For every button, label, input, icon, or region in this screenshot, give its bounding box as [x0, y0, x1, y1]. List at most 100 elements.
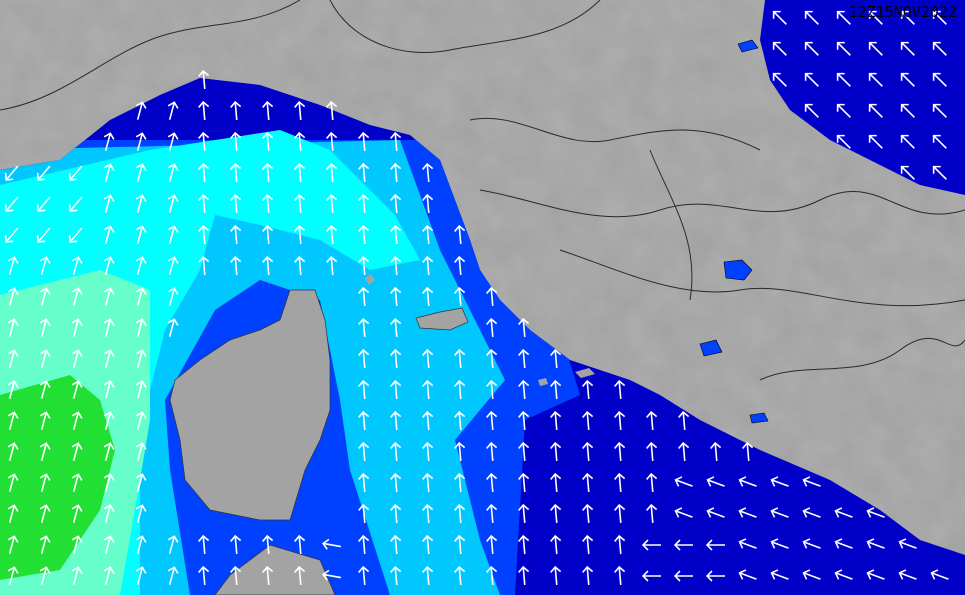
direction-arrow-icon: [422, 472, 434, 493]
direction-arrow-icon: [358, 317, 370, 338]
direction-arrow-icon: [262, 193, 274, 214]
direction-arrow-icon: [230, 565, 242, 586]
direction-arrow-icon: [900, 41, 915, 56]
direction-arrow-icon: [422, 379, 434, 400]
direction-arrow-icon: [68, 196, 83, 212]
direction-arrow-icon: [262, 534, 274, 555]
direction-arrow-icon: [486, 565, 498, 586]
direction-arrow-icon: [135, 225, 147, 244]
direction-arrow-icon: [836, 103, 851, 118]
direction-arrow-icon: [454, 565, 466, 586]
direction-arrow-icon: [614, 534, 626, 555]
direction-arrow-icon: [836, 134, 851, 149]
direction-arrow-icon: [390, 379, 402, 400]
direction-arrow-icon: [358, 534, 370, 555]
direction-arrow-icon: [674, 507, 693, 518]
direction-arrow-icon: [358, 162, 370, 183]
direction-arrow-icon: [454, 503, 466, 524]
direction-arrow-icon: [486, 286, 498, 307]
direction-arrow-icon: [167, 101, 179, 120]
direction-arrow-icon: [71, 287, 83, 306]
direction-arrow-icon: [39, 411, 51, 430]
direction-arrow-icon: [103, 225, 115, 244]
direction-arrow-icon: [678, 410, 690, 431]
direction-arrow-icon: [390, 286, 402, 307]
direction-arrow-icon: [103, 318, 115, 337]
direction-arrow-icon: [772, 72, 787, 87]
direction-arrow-icon: [705, 570, 725, 582]
direction-arrow-icon: [932, 165, 947, 180]
direction-arrow-icon: [390, 224, 402, 245]
direction-arrow-icon: [550, 441, 562, 462]
direction-arrow-icon: [390, 410, 402, 431]
direction-arrow-icon: [135, 535, 147, 554]
direction-arrow-icon: [230, 193, 242, 214]
direction-arrow-icon: [518, 472, 530, 493]
direction-arrow-icon: [71, 349, 83, 368]
direction-arrow-icon: [103, 287, 115, 306]
direction-arrow-icon: [103, 566, 115, 585]
direction-arrow-icon: [738, 476, 757, 487]
direction-arrow-icon: [230, 255, 242, 276]
direction-arrow-icon: [802, 476, 821, 487]
direction-arrow-icon: [71, 318, 83, 337]
direction-arrow-icon: [294, 255, 306, 276]
direction-arrow-icon: [135, 411, 147, 430]
sardinia: [214, 544, 336, 595]
direction-arrow-icon: [390, 317, 402, 338]
direction-arrow-icon: [135, 566, 147, 585]
direction-arrow-icon: [454, 255, 466, 276]
direction-arrow-icon: [167, 132, 179, 151]
direction-arrow-icon: [322, 569, 342, 581]
direction-arrow-icon: [135, 163, 147, 182]
direction-arrow-icon: [866, 538, 885, 549]
direction-arrow-icon: [614, 503, 626, 524]
direction-arrow-icon: [678, 441, 690, 462]
direction-arrow-icon: [705, 539, 725, 551]
direction-arrow-icon: [167, 535, 179, 554]
direction-arrow-icon: [230, 534, 242, 555]
direction-arrow-icon: [900, 103, 915, 118]
direction-arrow-icon: [326, 162, 338, 183]
direction-arrow-icon: [39, 256, 51, 275]
direction-arrow-icon: [582, 503, 594, 524]
direction-arrow-icon: [326, 255, 338, 276]
direction-arrow-icon: [326, 193, 338, 214]
direction-arrow-icon: [230, 162, 242, 183]
direction-arrow-icon: [294, 224, 306, 245]
direction-arrow-icon: [198, 162, 210, 183]
direction-arrow-icon: [834, 538, 853, 549]
direction-arrow-icon: [103, 194, 115, 213]
direction-arrow-icon: [900, 10, 915, 25]
direction-arrow-icon: [326, 224, 338, 245]
direction-arrow-icon: [770, 538, 789, 549]
direction-arrow-icon: [932, 10, 947, 25]
direction-arrow-icon: [103, 163, 115, 182]
direction-arrow-icon: [641, 570, 661, 582]
direction-arrow-icon: [390, 503, 402, 524]
direction-arrow-icon: [390, 131, 402, 152]
direction-arrow-icon: [518, 348, 530, 369]
direction-arrow-icon: [550, 534, 562, 555]
direction-arrow-icon: [770, 569, 789, 580]
direction-arrow-icon: [738, 507, 757, 518]
direction-arrow-icon: [358, 193, 370, 214]
direction-arrow-icon: [198, 255, 210, 276]
direction-arrow-icon: [262, 565, 274, 586]
direction-arrow-icon: [167, 566, 179, 585]
direction-arrow-icon: [422, 162, 434, 183]
lakes: [699, 39, 769, 424]
direction-arrow-icon: [167, 256, 179, 275]
direction-arrow-icon: [358, 565, 370, 586]
direction-arrow-icon: [322, 538, 342, 550]
direction-arrow-icon: [135, 194, 147, 213]
direction-arrow-icon: [422, 410, 434, 431]
direction-arrow-icon: [706, 507, 725, 518]
direction-arrow-icon: [802, 507, 821, 518]
direction-arrow-icon: [422, 534, 434, 555]
direction-arrow-icon: [358, 503, 370, 524]
direction-arrow-icon: [167, 318, 179, 337]
direction-arrow-icon: [198, 131, 210, 152]
direction-arrow-icon: [898, 569, 917, 580]
